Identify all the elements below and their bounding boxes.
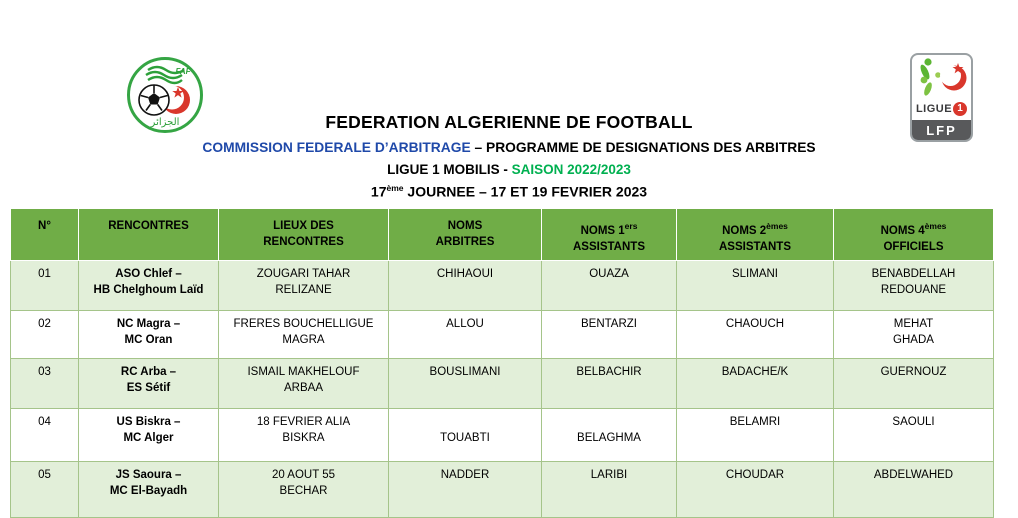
table-row: 02 NC Magra – MC Oran FRERES BOUCHELLIGUE MA… — [10, 310, 994, 359]
cell-num: 05 — [10, 461, 79, 518]
ligue1-wordmark: LIGUE 1 — [912, 99, 971, 118]
cell-officiel4: SAOULI — [833, 408, 994, 462]
cell-num: 02 — [10, 310, 79, 359]
faf-wave-icon — [147, 75, 183, 85]
lfp-logo: LIGUE 1 LFP — [910, 53, 973, 142]
cell-assistant1: LARIBI — [541, 461, 677, 518]
cell-arbitre: TOUABTI — [388, 408, 542, 462]
ligue-label: LIGUE — [915, 102, 953, 115]
cell-officiel4: GUERNOUZ — [833, 358, 994, 409]
table-row: 04 US Biskra – MC Alger 18 FEVRIER ALIA BISK… — [10, 408, 994, 462]
subtitle-journee: 17ème JOURNEE – 17 ET 19 FEVRIER 2023 — [0, 183, 1018, 200]
col-header-officiel4: NOMS 4èmes OFFICIELS — [833, 208, 994, 261]
subtitle-commission: COMMISSION FEDERALE D’ARBITRAGE – PROGRA… — [0, 140, 1018, 155]
cell-assistant2: BELAMRI — [676, 408, 834, 462]
cell-lieux: ISMAIL MAKHELOUF ARBAA — [218, 358, 389, 409]
subtitle-league: LIGUE 1 MOBILIS - SAISON 2022/2023 — [0, 162, 1018, 177]
cell-assistant2: CHOUDAR — [676, 461, 834, 518]
season-label: SAISON 2022/2023 — [511, 162, 631, 177]
cell-num: 03 — [10, 358, 79, 409]
col-header-num: N° — [10, 208, 79, 261]
cell-lieux: ZOUGARI TAHAR RELIZANE — [218, 260, 389, 311]
cell-arbitre: CHIHAOUI — [388, 260, 542, 311]
faf-crest-art: FAF الجزائر — [138, 65, 192, 128]
ligue1-figures-icon — [912, 55, 971, 99]
cell-assistant2: BADACHE/K — [676, 358, 834, 409]
table-row: 05 JS Saoura – MC El-Bayadh 20 AOUT 55 BECHA… — [10, 461, 994, 518]
col-header-rencontres: RENCONTRES — [78, 208, 219, 261]
cell-officiel4: BENABDELLAH REDOUANE — [833, 260, 994, 311]
cell-lieux: 20 AOUT 55 BECHAR — [218, 461, 389, 518]
cell-lieux: FRERES BOUCHELLIGUE MAGRA — [218, 310, 389, 359]
cell-rencontres: RC Arba – ES Sétif — [78, 358, 219, 409]
cell-assistant1: BENTARZI — [541, 310, 677, 359]
soccer-ball-icon — [140, 85, 168, 111]
soccer-ball-icon — [148, 93, 160, 105]
col-header-lieux: LIEUX DES RENCONTRES — [218, 208, 389, 261]
cell-num: 04 — [10, 408, 79, 462]
designations-table: N° RENCONTRES LIEUX DES RENCONTRES NOMS ARBIT… — [10, 208, 994, 518]
ligue1-number-badge: 1 — [953, 101, 968, 116]
table-row: 03 RC Arba – ES Sétif ISMAIL MAKHELOUF ARBAA… — [10, 358, 994, 409]
faf-wave-icon — [147, 65, 185, 75]
faf-logo: FAF الجزائر — [127, 57, 203, 133]
document-header: FEDERATION ALGERIENNE DE FOOTBALL COMMIS… — [0, 112, 1018, 200]
faf-wave-icon — [145, 70, 183, 80]
col-header-assistant1: NOMS 1ers ASSISTANTS — [541, 208, 677, 261]
journee-number: 17 — [370, 183, 387, 200]
cell-arbitre: ALLOU — [388, 310, 542, 359]
cell-officiel4: MEHAT GHADA — [833, 310, 994, 359]
faf-arabic-text: الجزائر — [150, 117, 180, 128]
cell-num: 01 — [10, 260, 79, 311]
lfp-label: LFP — [912, 120, 971, 140]
cell-assistant1: OUAZA — [541, 260, 677, 311]
journee-ordinal-sup: ème — [386, 183, 404, 193]
star-icon — [172, 87, 184, 98]
cell-rencontres: NC Magra – MC Oran — [78, 310, 219, 359]
programme-label: – PROGRAMME DE DESIGNATIONS DES ARBITRES — [470, 140, 816, 155]
table-row: 01 ASO Chlef – HB Chelghoum Laïd ZOUGARI TA… — [10, 260, 994, 311]
cell-lieux: 18 FEVRIER ALIA BISKRA — [218, 408, 389, 462]
faf-acronym-text: FAF — [175, 67, 191, 76]
commission-label: COMMISSION FEDERALE D’ARBITRAGE — [202, 140, 471, 155]
cell-assistant1: BELBACHIR — [541, 358, 677, 409]
col-header-assistant2: NOMS 2èmes ASSISTANTS — [676, 208, 834, 261]
star-icon — [952, 63, 963, 74]
cell-rencontres: US Biskra – MC Alger — [78, 408, 219, 462]
league-label: LIGUE 1 MOBILIS - — [387, 162, 512, 177]
cell-assistant2: SLIMANI — [676, 260, 834, 311]
cell-arbitre: NADDER — [388, 461, 542, 518]
page-title: FEDERATION ALGERIENNE DE FOOTBALL — [325, 112, 693, 132]
col-header-arbitre: NOMS ARBITRES — [388, 208, 542, 261]
cell-rencontres: JS Saoura – MC El-Bayadh — [78, 461, 219, 518]
cell-arbitre: BOUSLIMANI — [388, 358, 542, 409]
table-header-row: N° RENCONTRES LIEUX DES RENCONTRES NOMS ARBIT… — [10, 208, 994, 261]
cell-rencontres: ASO Chlef – HB Chelghoum Laïd — [78, 260, 219, 311]
cell-assistant2: CHAOUCH — [676, 310, 834, 359]
journee-dates: JOURNEE – 17 ET 19 FEVRIER 2023 — [403, 183, 648, 200]
cell-assistant1: BELAGHMA — [541, 408, 677, 462]
cell-officiel4: ABDELWAHED — [833, 461, 994, 518]
